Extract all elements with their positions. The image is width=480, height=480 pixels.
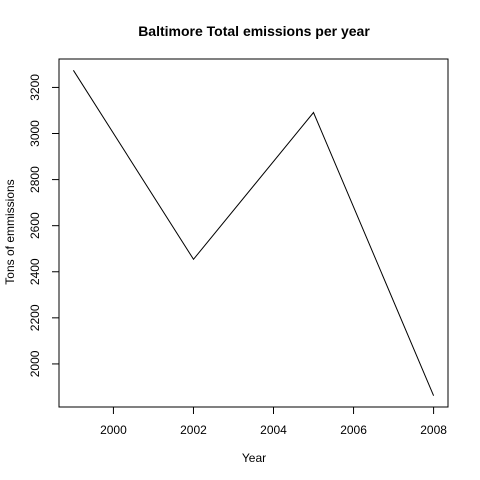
x-tick-label: 2002 xyxy=(180,423,207,437)
x-tick-label: 2000 xyxy=(100,423,127,437)
y-tick-label: 2600 xyxy=(28,212,42,239)
x-axis-label: Year xyxy=(242,451,266,465)
y-tick-label: 2800 xyxy=(28,166,42,193)
series-line xyxy=(73,70,433,395)
y-axis-label: Tons of emmissions xyxy=(3,179,17,284)
y-tick-label: 2400 xyxy=(28,258,42,285)
y-tick-label: 2000 xyxy=(28,350,42,377)
x-tick-label: 2004 xyxy=(260,423,287,437)
x-axis: 2000 2002 2004 2006 2008 xyxy=(100,407,447,437)
y-axis: 2000 2200 2400 2600 2800 3000 3200 xyxy=(28,74,59,378)
y-tick-label: 3000 xyxy=(28,120,42,147)
x-tick-label: 2008 xyxy=(420,423,447,437)
y-tick-label: 3200 xyxy=(28,74,42,101)
y-tick-label: 2200 xyxy=(28,304,42,331)
x-tick-label: 2006 xyxy=(340,423,367,437)
chart-title: Baltimore Total emissions per year xyxy=(138,23,370,39)
plot-frame xyxy=(59,59,448,407)
